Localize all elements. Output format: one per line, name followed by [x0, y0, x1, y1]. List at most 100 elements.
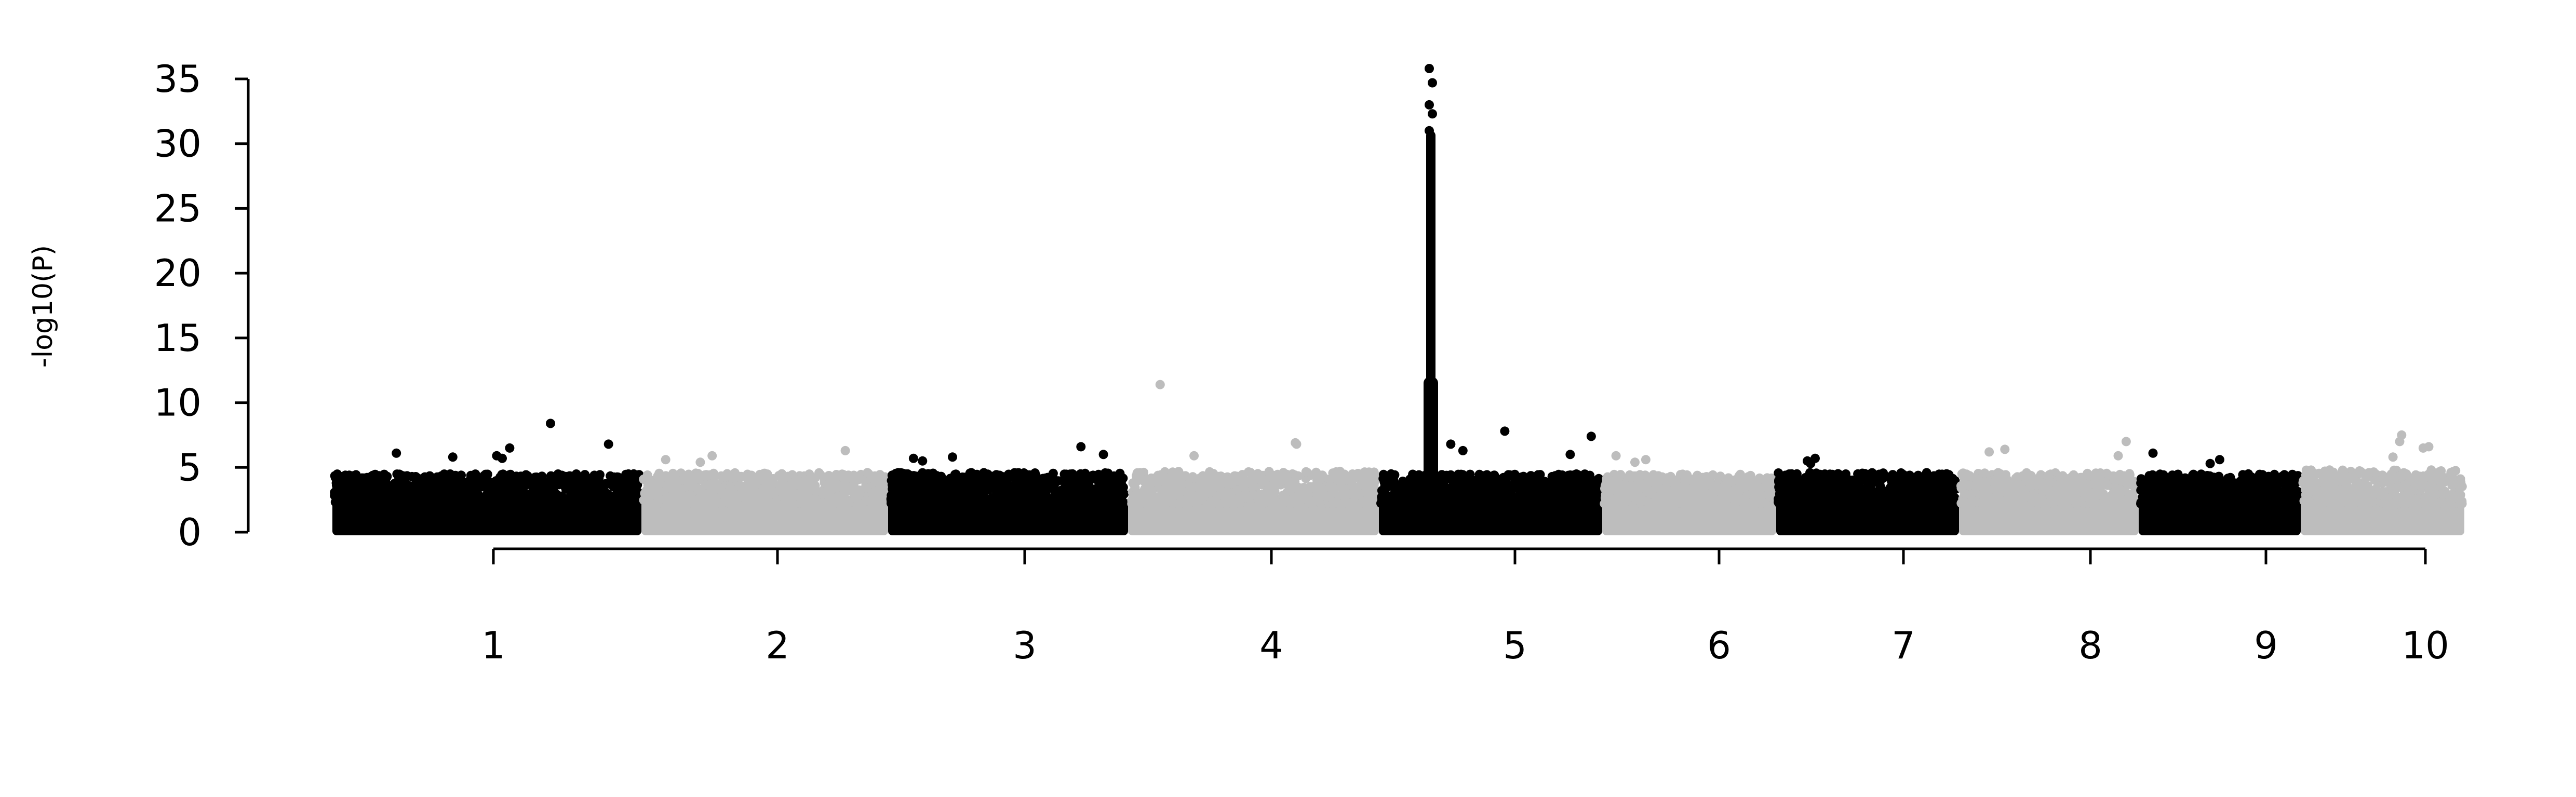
snp-point: [454, 477, 464, 487]
snp-point: [957, 496, 967, 506]
snp-point: [1675, 483, 1685, 493]
snp-point: [1454, 469, 1463, 479]
snp-point: [1651, 497, 1661, 507]
snp-point: [693, 469, 703, 479]
snp-point: [693, 485, 703, 495]
snp-point: [540, 488, 549, 498]
snp-peak-point: [448, 452, 458, 462]
snp-peak-point: [1292, 439, 1302, 449]
snp-point: [1503, 497, 1513, 507]
snp-point: [1501, 489, 1511, 499]
snp-point: [597, 495, 607, 505]
snp-point: [919, 482, 929, 491]
snp-point: [374, 481, 384, 491]
snp-point: [653, 484, 663, 494]
snp-peak-point: [695, 457, 705, 467]
snp-point: [1301, 467, 1311, 477]
snp-point: [1310, 496, 1319, 506]
snp-point: [1449, 487, 1459, 496]
snp-point: [1708, 490, 1718, 499]
snp-point: [1479, 496, 1488, 506]
snp-point: [1060, 488, 1070, 497]
snp-point: [628, 472, 638, 481]
snp-point: [1526, 481, 1536, 491]
snp-point: [1457, 497, 1467, 507]
snp-point: [1345, 489, 1355, 499]
snp-point: [1442, 470, 1452, 480]
snp-point: [796, 497, 806, 506]
snp-point: [668, 483, 678, 493]
snp-point: [1641, 496, 1651, 506]
snp-point: [825, 488, 835, 497]
snp-point: [762, 484, 772, 494]
snp-point: [536, 499, 546, 508]
snp-point: [1526, 495, 1536, 505]
snp-point: [1625, 470, 1634, 480]
snp-point: [417, 476, 427, 486]
snp-point: [820, 498, 830, 508]
snp-peak-point: [546, 418, 555, 428]
snp-point: [1490, 490, 1500, 499]
snp-point: [1507, 480, 1517, 490]
snp-point: [1641, 482, 1651, 492]
snp-point: [1585, 470, 1595, 480]
snp-point: [363, 482, 372, 492]
snp-point: [853, 498, 863, 508]
snp-peak-point: [918, 456, 928, 466]
snp-point: [593, 488, 602, 498]
snp-point: [1366, 497, 1376, 507]
snp-point: [975, 481, 985, 491]
snp-point: [1727, 493, 1737, 503]
snp-point: [740, 491, 749, 501]
snp-point: [1358, 469, 1367, 479]
snp-point: [1740, 479, 1750, 489]
snp-point: [618, 498, 627, 508]
snp-point: [336, 494, 345, 504]
snp-point: [1470, 489, 1480, 498]
snp-peak-point: [661, 455, 670, 465]
snp-point: [1213, 498, 1223, 508]
snp-point: [557, 470, 567, 480]
snp-point: [562, 499, 572, 509]
snp-point: [468, 473, 478, 483]
snp-point: [1364, 487, 1374, 496]
snp-point: [1089, 471, 1099, 481]
snp-point: [1667, 477, 1676, 487]
snp-point: [1657, 472, 1667, 482]
snp-point: [668, 470, 678, 480]
snp-point: [503, 498, 513, 507]
snp-point: [448, 497, 458, 507]
snp-point: [1161, 481, 1171, 491]
snp-point: [747, 470, 756, 480]
snp-point: [1573, 470, 1583, 480]
snp-point: [1142, 493, 1151, 503]
snp-point: [861, 483, 871, 493]
snp-point: [552, 477, 562, 487]
snp-point: [1016, 474, 1026, 484]
snp-point: [679, 473, 689, 483]
snp-point: [512, 490, 521, 499]
snp-point: [560, 481, 570, 491]
snp-point: [571, 495, 581, 505]
snp-point: [1085, 485, 1095, 495]
snp-point: [1256, 470, 1266, 480]
snp-point: [606, 471, 615, 481]
snp-point: [1094, 498, 1104, 508]
snp-point: [1517, 478, 1527, 487]
snp-point: [1531, 474, 1541, 483]
snp-point: [769, 489, 779, 499]
chromosome-7-points: [1774, 453, 1961, 535]
snp-point: [1270, 495, 1280, 505]
snp-point: [1181, 495, 1191, 505]
snp-point: [1132, 469, 1142, 479]
snp-point: [701, 480, 711, 490]
snp-point: [907, 479, 917, 489]
snp-point: [674, 498, 683, 508]
snp-point: [1113, 476, 1123, 485]
chromosome-2-points: [639, 445, 891, 535]
snp-point: [1002, 485, 1012, 495]
snp-peak-point: [908, 453, 918, 463]
snp-peak-point: [1446, 439, 1456, 449]
snp-point: [333, 483, 343, 493]
